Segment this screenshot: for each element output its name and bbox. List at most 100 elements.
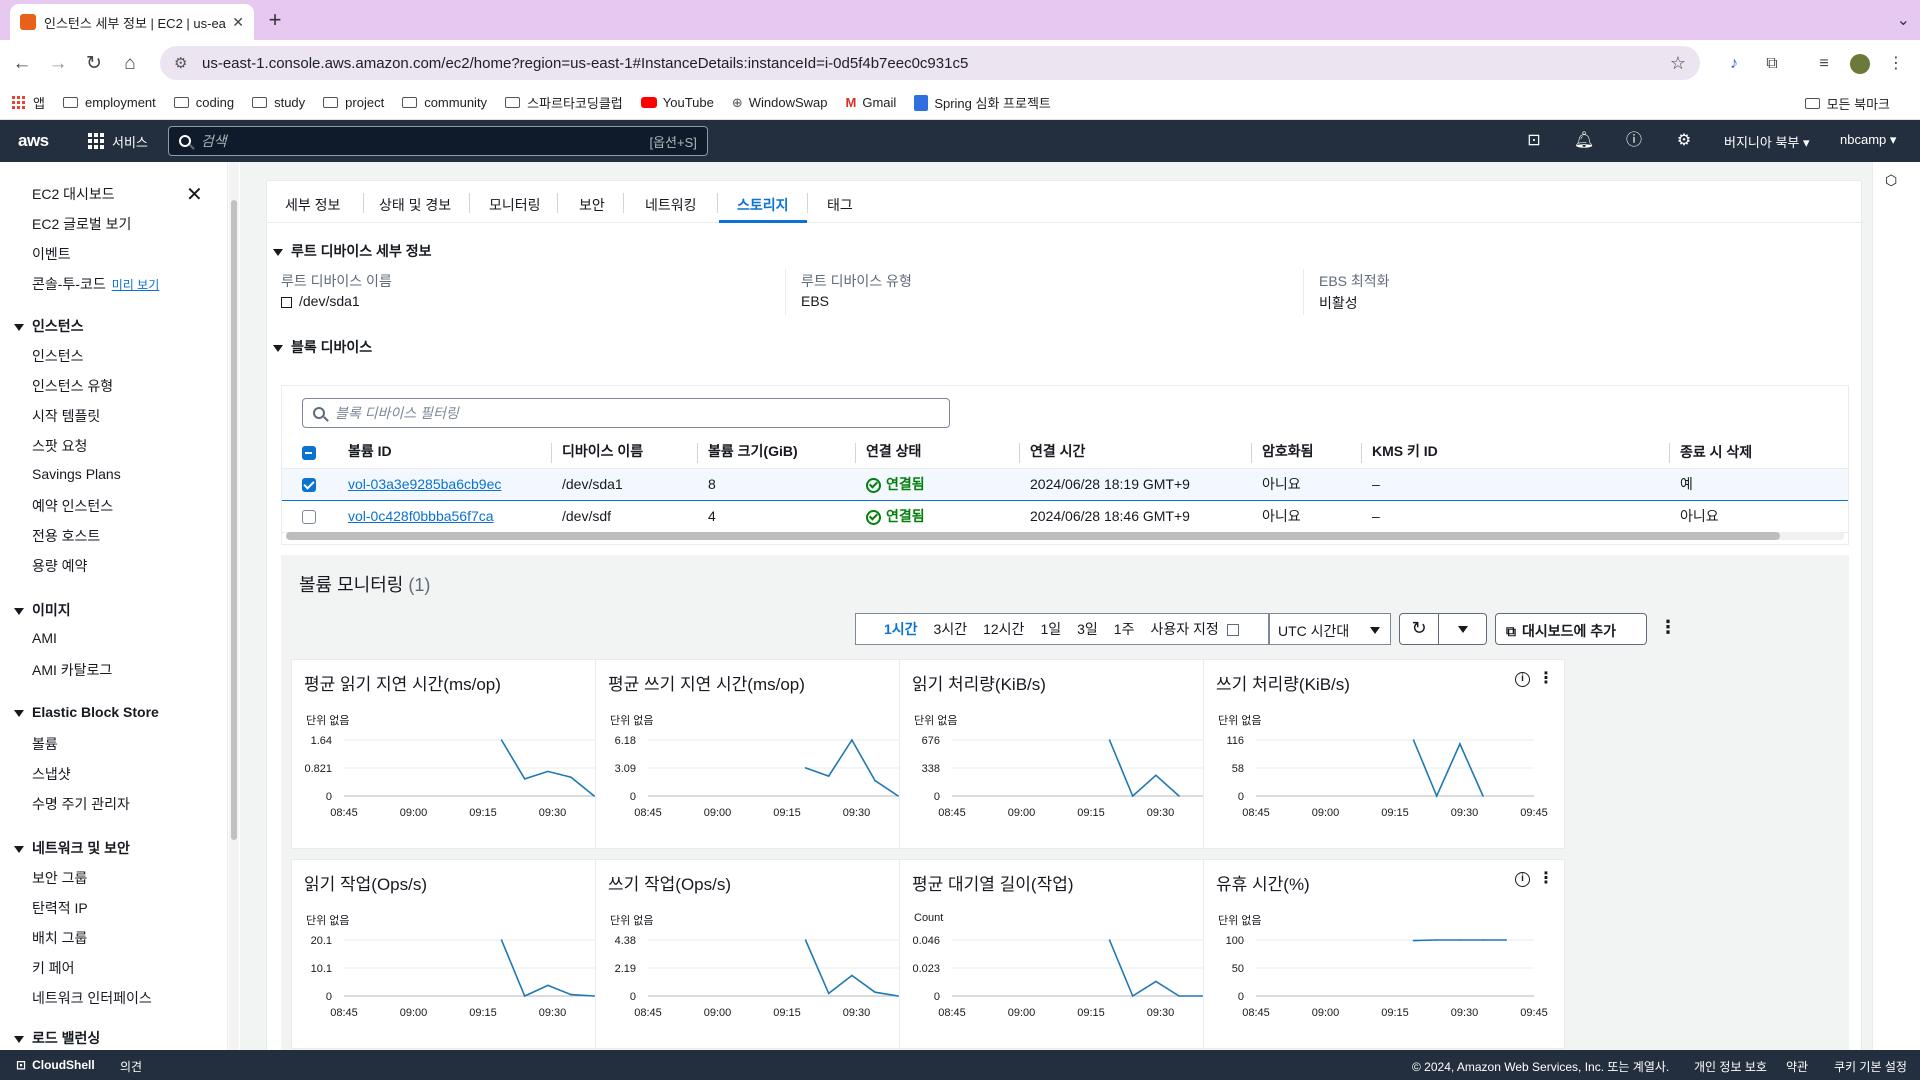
copy-icon[interactable]: [281, 296, 292, 308]
bookmark-apps[interactable]: 앱: [12, 93, 45, 112]
data-point[interactable]: [1482, 795, 1484, 797]
sidebar-item-capacity-reservations[interactable]: 용량 예약: [32, 558, 88, 574]
bookmark-youtube[interactable]: YouTube: [640, 95, 714, 110]
column-header[interactable]: 종료 시 삭제: [1670, 436, 1848, 469]
region-selector[interactable]: 버지니아 북부 ▾: [1724, 135, 1810, 150]
extension-icon[interactable]: ♪: [1730, 55, 1738, 72]
bookmark-gmail[interactable]: M Gmail: [846, 95, 897, 110]
refresh-button[interactable]: ↻: [1399, 613, 1439, 645]
data-point[interactable]: [874, 779, 876, 782]
data-point[interactable]: [851, 974, 853, 977]
data-point[interactable]: [1108, 739, 1111, 741]
sidebar-item-network-interfaces[interactable]: 네트워크 인터페이스: [32, 990, 152, 1006]
sidebar-item-key-pairs[interactable]: 키 페어: [32, 960, 75, 976]
data-point[interactable]: [500, 739, 503, 741]
data-point[interactable]: [1178, 995, 1180, 997]
sidebar-item-spot-requests[interactable]: 스팟 요청: [32, 438, 88, 454]
extensions-puzzle-icon[interactable]: ⧉: [1766, 55, 1778, 72]
block-device-filter-input[interactable]: 블록 디바이스 필터링: [302, 398, 950, 428]
column-header[interactable]: KMS 키 ID: [1362, 436, 1670, 469]
tab-details[interactable]: 세부 정보: [285, 197, 341, 213]
data-point[interactable]: [1412, 739, 1415, 741]
data-point[interactable]: [570, 776, 572, 779]
sidebar-item-instance-types[interactable]: 인스턴스 유형: [32, 378, 114, 394]
data-point[interactable]: [804, 767, 807, 769]
notifications-bell-icon[interactable]: 🔔︎: [1573, 132, 1595, 149]
terms-link[interactable]: 약관: [1786, 1060, 1809, 1074]
range-1h[interactable]: 1시간: [884, 621, 918, 637]
bookmark-coding[interactable]: coding: [173, 95, 234, 110]
bookmark-sparta[interactable]: 스파르타코딩클럽: [505, 93, 623, 112]
bookmark-employment[interactable]: employment: [62, 95, 156, 110]
home-icon[interactable]: ⌂: [124, 53, 136, 74]
more-actions-icon[interactable]: ⋮: [1659, 617, 1677, 637]
data-point[interactable]: [1108, 939, 1111, 941]
row-checkbox[interactable]: [302, 478, 316, 493]
browser-menu-icon[interactable]: ⋮: [1888, 55, 1904, 72]
sidebar-item-savings-plans[interactable]: Savings Plans: [32, 466, 121, 482]
data-point[interactable]: [1505, 939, 1507, 941]
sidebar-group-instances[interactable]: 인스턴스: [14, 316, 84, 336]
sidebar-item-lifecycle-manager[interactable]: 수명 주기 관리자: [32, 796, 130, 812]
reload-icon[interactable]: ↻: [86, 53, 102, 74]
sidebar-item-security-groups[interactable]: 보안 그룹: [32, 870, 88, 886]
data-point[interactable]: [1412, 939, 1415, 942]
select-all-checkbox[interactable]: [302, 445, 316, 460]
table-horizontal-scrollbar[interactable]: [286, 532, 1844, 540]
sidebar-group-load-balancing[interactable]: 로드 밸런싱: [14, 1028, 100, 1048]
column-header[interactable]: 연결 시간: [1020, 436, 1252, 469]
column-header[interactable]: 디바이스 이름: [552, 436, 698, 469]
data-point[interactable]: [547, 770, 549, 773]
url-text[interactable]: us-east-1.console.aws.amazon.com/ec2/hom…: [202, 54, 969, 72]
row-checkbox[interactable]: [302, 510, 316, 525]
data-point[interactable]: [1201, 995, 1203, 997]
feedback-link[interactable]: 의견: [120, 1060, 143, 1074]
address-bar[interactable]: ⚙ us-east-1.console.aws.amazon.com/ec2/h…: [160, 46, 1700, 80]
tab-monitoring[interactable]: 모니터링: [489, 197, 541, 213]
sidebar-item-events[interactable]: 이벤트: [32, 246, 71, 262]
browser-tab[interactable]: 인스턴스 세부 정보 | EC2 | us-ea ✕: [10, 4, 254, 40]
forward-icon[interactable]: →: [48, 53, 68, 74]
account-menu[interactable]: nbcamp ▾: [1840, 132, 1897, 147]
column-header[interactable]: 볼륨 ID: [338, 436, 552, 469]
chart-menu-icon[interactable]: ⋮: [1538, 670, 1554, 687]
sidebar-group-ebs[interactable]: Elastic Block Store: [14, 704, 159, 720]
refresh-options-dropdown[interactable]: [1439, 613, 1487, 645]
data-point[interactable]: [1459, 743, 1461, 745]
sidebar-item-placement-groups[interactable]: 배치 그룹: [32, 930, 88, 946]
data-point[interactable]: [1155, 980, 1157, 983]
privacy-link[interactable]: 개인 정보 보호: [1694, 1060, 1767, 1074]
series-line[interactable]: [1412, 739, 1484, 799]
help-icon[interactable]: ⓘ: [1625, 132, 1642, 149]
back-icon[interactable]: ←: [12, 53, 32, 74]
tab-tags[interactable]: 태그: [827, 197, 853, 213]
data-point[interactable]: [897, 995, 899, 997]
cookie-preferences-link[interactable]: 쿠키 기본 설정: [1834, 1060, 1907, 1074]
cloudshell-button[interactable]: ⊡ CloudShell: [16, 1058, 95, 1072]
data-point[interactable]: [897, 795, 899, 797]
data-point[interactable]: [1482, 939, 1484, 941]
column-header[interactable]: 연결 상태: [856, 436, 1020, 469]
sidebar-item-reserved-instances[interactable]: 예약 인스턴스: [32, 498, 114, 514]
data-point[interactable]: [1459, 939, 1461, 941]
data-point[interactable]: [1131, 995, 1134, 997]
info-icon[interactable]: i: [1515, 672, 1530, 687]
timezone-select[interactable]: UTC 시간대: [1269, 613, 1391, 645]
block-devices-section-toggle[interactable]: 블록 디바이스: [273, 337, 372, 357]
info-icon[interactable]: i: [1515, 872, 1530, 887]
close-tab-icon[interactable]: ✕: [232, 13, 244, 30]
sidebar-item-ami[interactable]: AMI: [32, 630, 57, 646]
sidebar-scrollbar-thumb[interactable]: [231, 200, 237, 840]
data-point[interactable]: [593, 995, 595, 997]
sidebar-item-instances[interactable]: 인스턴스: [32, 348, 84, 364]
sidebar-group-network-security[interactable]: 네트워크 및 보안: [14, 838, 130, 858]
bookmark-star-icon[interactable]: ☆: [1669, 52, 1686, 73]
data-point[interactable]: [1155, 774, 1157, 777]
data-point[interactable]: [593, 795, 595, 797]
sidebar-group-images[interactable]: 이미지: [14, 600, 71, 620]
site-info-icon[interactable]: ⚙: [174, 55, 188, 72]
data-point[interactable]: [500, 939, 503, 941]
bookmark-spring[interactable]: Spring 심화 프로젝트: [914, 93, 1051, 112]
data-point[interactable]: [1435, 795, 1438, 797]
data-point[interactable]: [1435, 939, 1438, 941]
